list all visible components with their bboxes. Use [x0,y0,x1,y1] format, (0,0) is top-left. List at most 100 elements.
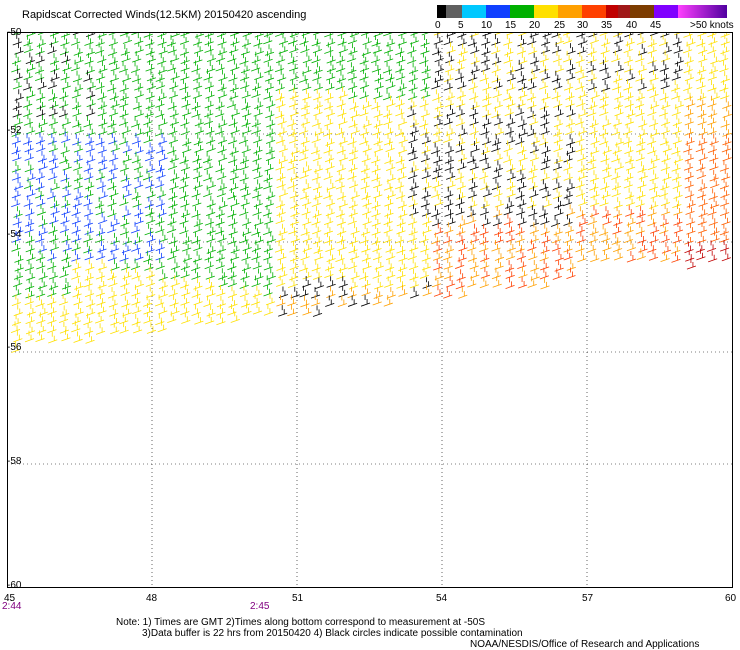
wind-barb [518,124,528,137]
wind-barb [434,268,445,280]
wind-barb [14,259,24,272]
wind-barb [145,60,155,72]
wind-barb [673,203,683,216]
wind-barb [118,61,129,73]
wind-barb [347,295,358,307]
wind-barb [72,70,83,83]
wind-barb [444,205,454,217]
wind-barb [181,239,192,252]
wind-barb [516,95,526,108]
wind-barb [95,203,105,216]
wind-barb [13,206,23,218]
wind-barb [587,79,598,91]
wind-barb [109,70,119,82]
wind-barb [254,68,264,81]
wind-barb [646,79,657,92]
wind-barb [193,177,203,189]
wind-barb [662,140,673,153]
wind-barb [61,114,72,126]
wind-barb [11,186,22,199]
wind-barb [613,70,623,83]
wind-barb [482,114,492,127]
wind-barb [122,233,132,245]
wind-barb [684,124,694,136]
wind-barb [649,86,659,98]
wind-barb [48,278,59,290]
wind-speed-color-scale: 0 5 10 15 20 25 30 35 40 45 >50 knots [435,5,734,37]
wind-barb [384,123,394,136]
wind-barb [85,259,95,271]
wind-barb [107,221,117,234]
wind-barb [191,232,201,244]
wind-barb [253,131,263,144]
wind-barb [552,268,562,280]
wind-barb [95,34,105,47]
wind-barb [348,241,358,254]
wind-barb [624,222,634,234]
wind-barb [230,195,240,207]
wind-barb [83,194,93,207]
wind-barb [467,212,477,224]
wind-barb [155,142,166,154]
wind-barb [408,149,418,162]
wind-barb [24,259,35,271]
wind-barb [48,114,59,126]
wind-barb [71,312,82,325]
wind-barb [275,132,286,144]
wind-barb [311,115,322,127]
wind-barb [48,140,59,153]
wind-barb [589,205,600,217]
legend-label-30: 30 [577,20,589,31]
wind-barb [289,69,300,81]
wind-barb [192,78,203,90]
wind-barb [371,197,381,209]
wind-barb [361,276,371,288]
wind-barb [434,223,444,235]
wind-barb [538,78,549,90]
wind-barb [71,212,82,225]
wind-barb [338,149,349,162]
wind-barb [38,268,48,280]
wind-barb [146,69,157,82]
wind-barb [456,269,466,281]
wind-barb [324,42,334,54]
wind-barb [155,96,165,108]
wind-barb [371,215,381,227]
wind-barb [218,69,228,81]
wind-barb [203,158,214,171]
wind-barb [263,51,273,63]
wind-barb [539,267,550,280]
wind-barb [506,95,516,108]
wind-barb [38,115,48,127]
wind-barb [421,68,432,81]
wind-barb [552,187,563,200]
wind-barb [251,59,261,72]
wind-barb [46,187,57,200]
wind-barb [491,71,501,83]
wind-barb [346,50,357,63]
wind-barb [277,248,287,261]
wind-barb [110,314,120,326]
wind-barb [179,276,190,289]
wind-barb [385,259,395,271]
wind-barb [480,60,491,72]
wind-barb [672,132,683,145]
wind-barb [325,195,336,207]
wind-barb [575,222,586,234]
wind-barb [143,312,153,324]
wind-barb [240,295,251,308]
wind-barb [601,34,611,47]
wind-barb [83,313,93,326]
wind-barb [204,96,214,109]
wind-barb [599,104,609,116]
wind-barb [430,142,441,155]
wind-barb [13,275,23,287]
wind-barb [371,34,381,47]
wind-barb [167,248,177,260]
wind-barb [312,268,323,280]
wind-barb [612,223,622,235]
wind-barb [553,96,563,108]
wind-barb [587,241,597,253]
wind-barb [10,321,21,333]
wind-barb [434,194,444,207]
